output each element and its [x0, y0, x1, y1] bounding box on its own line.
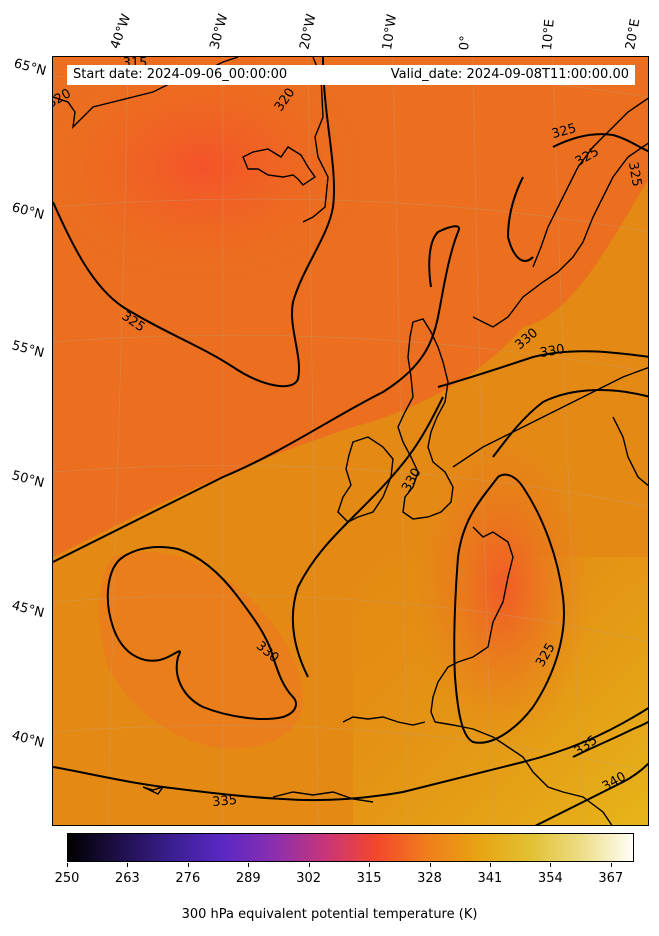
longitude-label: 10°E — [540, 18, 558, 52]
contour-330-central — [291, 396, 444, 678]
colorbar-tick-label: 341 — [477, 871, 503, 886]
valid-date-text: Valid_date: 2024-09-08T11:00:00.00 — [390, 67, 629, 82]
latitude-label: 40°N — [10, 728, 46, 752]
latitude-label: 50°N — [10, 468, 46, 492]
colorbar-tick-mark — [187, 863, 189, 867]
contour-label: 325 — [550, 121, 578, 142]
run-info-banner: Start date: 2024-09-06_00:00:00 Valid_da… — [67, 65, 635, 85]
longitude-label: 20°W — [297, 12, 320, 51]
colorbar-tick-label: 354 — [537, 871, 563, 886]
colorbar-tick-mark — [429, 863, 431, 867]
coast-france-west — [430, 526, 514, 723]
graticule — [53, 57, 648, 825]
field-greenland-max — [53, 57, 373, 287]
latitude-label: 45°N — [10, 598, 46, 622]
colorbar-tick-mark — [127, 863, 129, 867]
contour-label: 335 — [212, 793, 238, 810]
coast-britain — [397, 318, 454, 520]
coast-norway — [532, 97, 648, 268]
contour-label: 330 — [539, 342, 566, 361]
colorbar-tick-label: 367 — [598, 871, 624, 886]
contour-335-south — [53, 707, 648, 802]
colorbar-tick-mark — [308, 863, 310, 867]
colorbar-tick-label: 302 — [296, 871, 322, 886]
colorbar-tick-label: 263 — [114, 871, 140, 886]
longitude-label: 0° — [457, 34, 474, 51]
contour-330-mid — [437, 350, 648, 388]
colorbar-tick-label: 289 — [235, 871, 261, 886]
longitude-label: 30°W — [207, 12, 232, 51]
contour-335-se — [572, 720, 648, 758]
contour-330-east — [492, 389, 648, 458]
field-biscay-max — [413, 427, 593, 747]
colorbar-tick-label: 276 — [175, 871, 201, 886]
colorbar-tick-mark — [550, 863, 552, 867]
coast-ireland — [337, 436, 394, 523]
colorbar-tick-mark — [248, 863, 250, 867]
coast-europe-north — [452, 366, 648, 468]
longitude-label: 40°W — [107, 12, 135, 51]
latitude-label: 55°N — [10, 338, 46, 362]
contour-325-west — [53, 57, 336, 388]
contour-330-southwest — [106, 546, 297, 720]
colorbar-tick-label: 328 — [417, 871, 442, 886]
longitude-label: 10°W — [380, 13, 400, 51]
isentrope-contours — [53, 57, 648, 825]
contour-330-north — [53, 225, 460, 563]
start-date-text: Start date: 2024-09-06_00:00:00 — [73, 67, 288, 82]
map-panel: 315 320 320 325 325 325 325 330 330 330 … — [52, 56, 649, 826]
contour-340-southeast — [534, 762, 648, 825]
colorbar-tick-mark — [489, 863, 491, 867]
colorbar — [67, 833, 634, 862]
coast-iceland — [242, 146, 316, 186]
colorbar-tick-mark — [610, 863, 612, 867]
contour-label: 325 — [625, 161, 644, 188]
colorbar-tick-label: 250 — [54, 871, 80, 886]
coast-iceland-cliff — [302, 57, 329, 223]
coast-north-africa — [272, 791, 374, 803]
longitude-label: 20°E — [623, 17, 644, 52]
colorbar-tick-mark — [369, 863, 371, 867]
coast-iberia-west — [342, 716, 426, 726]
contour-325-east-top — [552, 133, 648, 153]
coast-scandinavia — [472, 142, 648, 328]
colorbar-tick-mark — [67, 863, 68, 867]
field-southwest-orange — [98, 551, 303, 749]
latitude-label: 65°N — [12, 56, 48, 80]
colorbar-title: 300 hPa equivalent potential temperature… — [181, 907, 478, 922]
temperature-field-map: 315 320 320 325 325 325 325 330 330 330 … — [53, 57, 648, 825]
coast-baltic — [612, 416, 648, 487]
contour-325-bay — [506, 176, 534, 262]
colorbar-tick-label: 315 — [356, 871, 382, 886]
latitude-label: 60°N — [10, 200, 46, 224]
contour-label-group: 315 320 320 325 325 325 325 330 330 330 … — [53, 57, 644, 810]
contour-325-biscay — [453, 473, 565, 744]
